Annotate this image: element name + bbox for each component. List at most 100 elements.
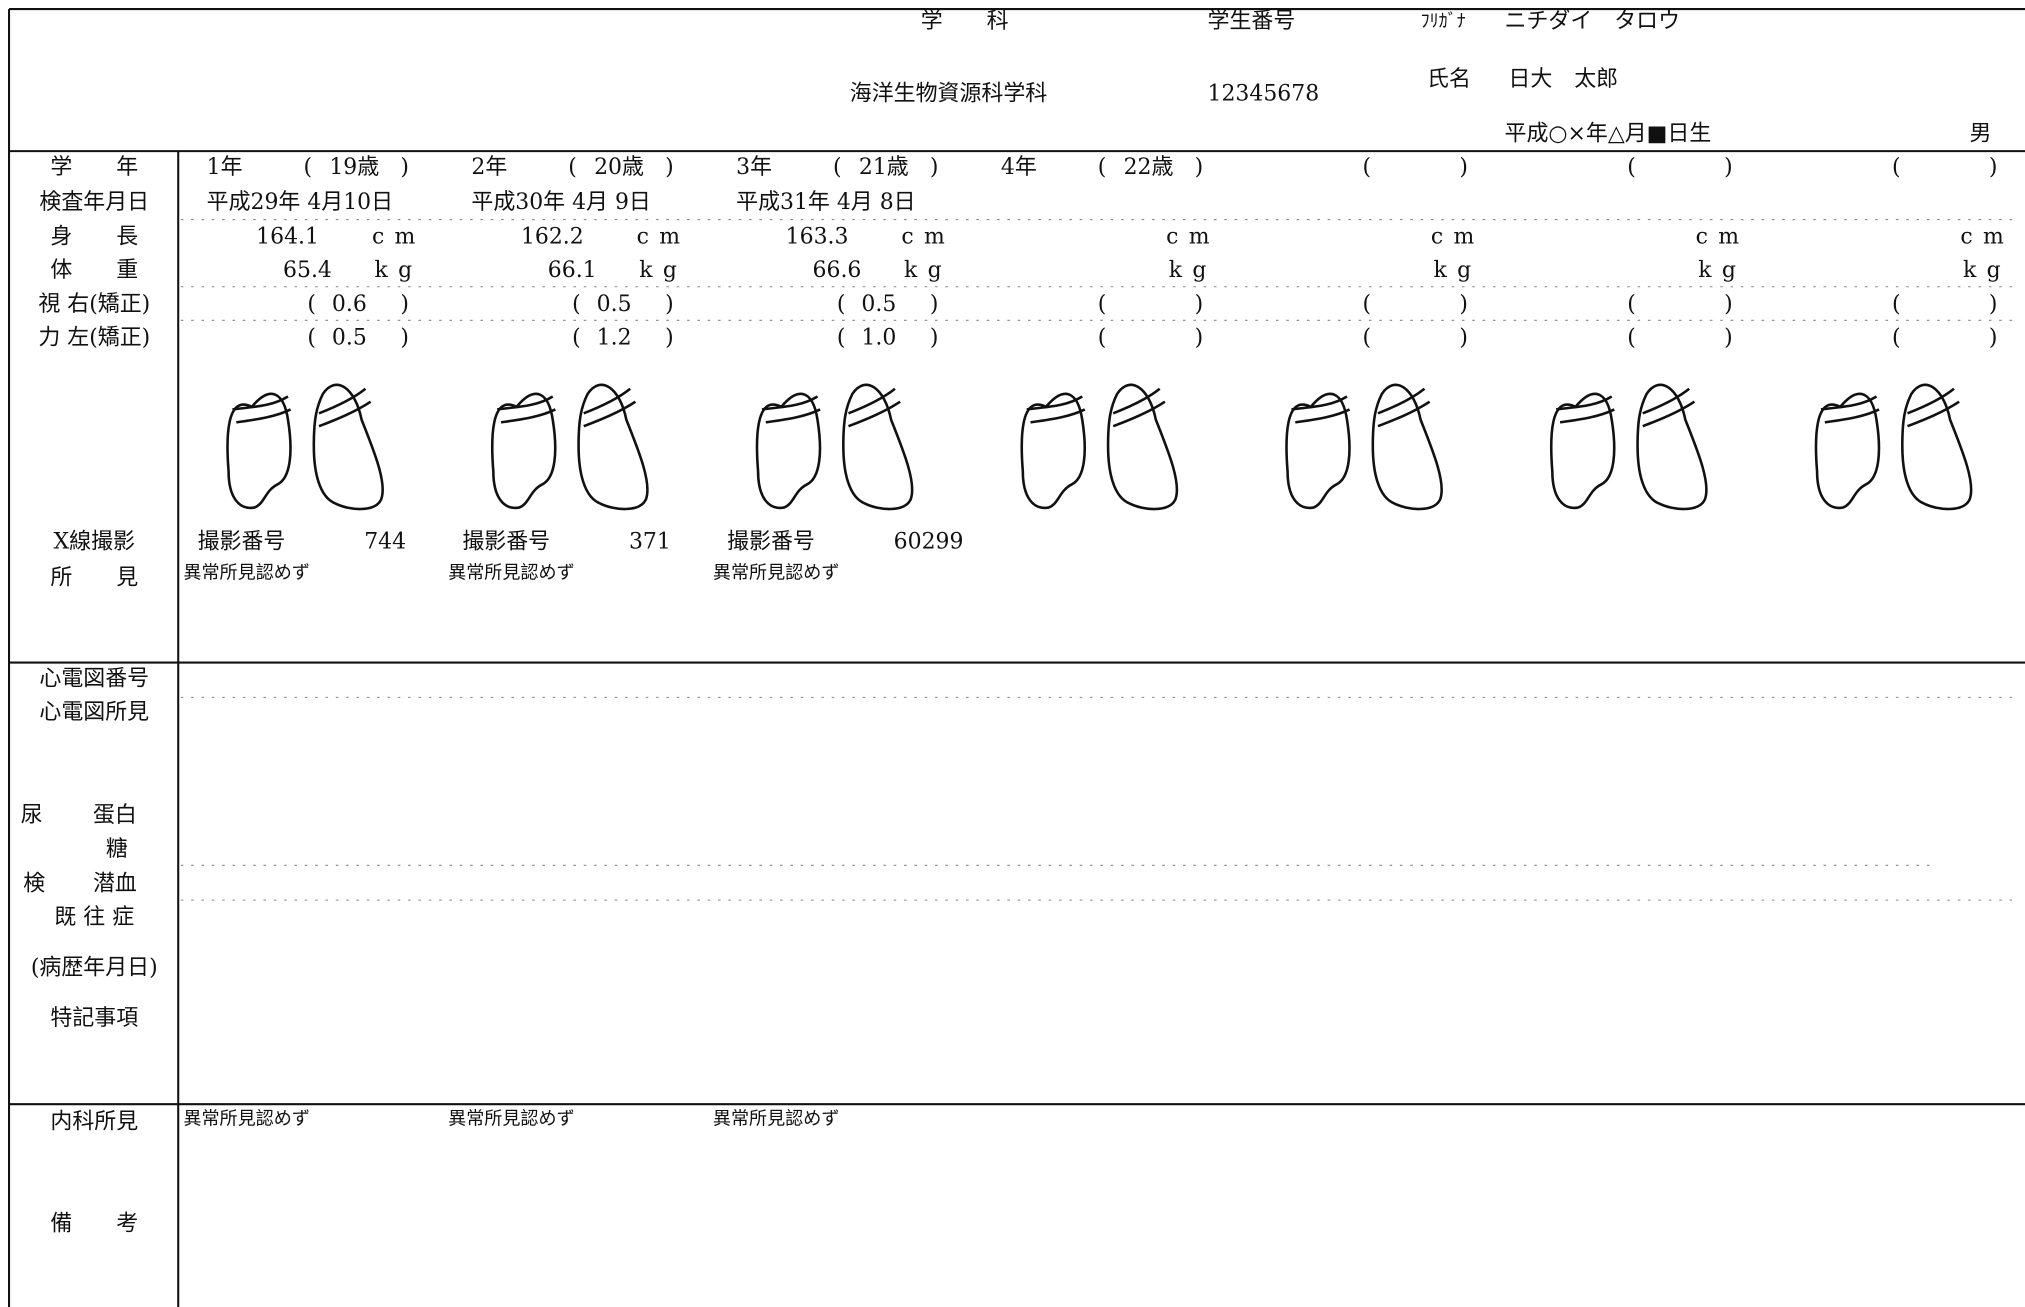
bracket: ) <box>1989 325 1998 350</box>
bracket: ) <box>1989 155 1998 180</box>
bracket: ( <box>1098 155 1107 180</box>
unit: kg <box>1434 258 1482 283</box>
year: 1年 <box>207 155 243 180</box>
bracket: ) <box>1195 155 1204 180</box>
bracket: ( <box>1362 292 1371 317</box>
unit: cm <box>1431 225 1485 250</box>
bracket: ( <box>1892 292 1901 317</box>
age: 20歳 <box>594 155 644 180</box>
medical-finding: 異常所見認めず <box>183 1109 310 1130</box>
unit: cm <box>1696 225 1750 250</box>
bracket: ( <box>568 155 577 180</box>
bracket: ( <box>837 325 846 350</box>
lung-diagram <box>1285 383 1443 511</box>
weight: 66.1 <box>548 258 597 283</box>
unit: kg <box>904 258 952 283</box>
frame <box>8 8 2025 1307</box>
unit: cm <box>1960 225 2014 250</box>
weight: 66.6 <box>813 258 862 283</box>
exam-date: 平成31年 4月 8日 <box>736 190 915 215</box>
year: 3年 <box>736 155 772 180</box>
furigana-label: ﾌﾘｶﾞﾅ <box>1421 11 1466 32</box>
unit: kg <box>375 258 423 283</box>
row-label: 視 右(矯正) <box>38 292 150 317</box>
medical-finding: 異常所見認めず <box>448 1109 575 1130</box>
student-no: 12345678 <box>1208 81 1320 106</box>
row-label: 心電図番号 <box>39 666 149 691</box>
age: 19歳 <box>329 155 379 180</box>
unit: kg <box>639 258 687 283</box>
lung-diagram <box>1020 383 1179 511</box>
vision: 1.0 <box>861 325 896 350</box>
sex: 男 <box>1969 121 1991 146</box>
xray-label: 撮影番号 <box>462 529 550 554</box>
furigana: ニチダイ タロウ <box>1505 9 1681 34</box>
row-label: 所 見 <box>50 566 138 591</box>
bracket: ( <box>1362 325 1371 350</box>
bracket: ) <box>1459 325 1468 350</box>
exam-date: 平成30年 4月 9日 <box>471 190 650 215</box>
bracket: ) <box>400 325 409 350</box>
student-no-label: 学生番号 <box>1208 9 1296 34</box>
bracket: ) <box>665 292 674 317</box>
height: 164.1 <box>256 225 319 250</box>
unit: cm <box>637 225 691 250</box>
bracket: ( <box>307 325 316 350</box>
height: 162.2 <box>521 225 584 250</box>
lung-diagram <box>226 383 384 511</box>
row-label: 蛋白 <box>93 803 137 828</box>
unit: kg <box>1698 258 1746 283</box>
birth: 平成○×年△月■日生 <box>1505 121 1712 146</box>
bracket: ) <box>1989 292 1998 317</box>
xray-finding: 異常所見認めず <box>713 562 840 583</box>
row-label: 尿 <box>21 803 43 828</box>
unit: cm <box>372 225 426 250</box>
bracket: ( <box>1362 155 1371 180</box>
bracket: ) <box>665 155 674 180</box>
height: 163.3 <box>786 225 849 250</box>
row-label: (病歴年月日) <box>31 956 158 981</box>
unit: cm <box>1166 225 1220 250</box>
xray-number: 60299 <box>894 529 964 554</box>
bracket: ) <box>1724 325 1733 350</box>
row-label: 心電図所見 <box>39 700 149 725</box>
lung-diagram <box>1814 383 1973 511</box>
age: 21歳 <box>859 155 909 180</box>
row-label: 備 考 <box>50 1211 138 1236</box>
vision: 0.5 <box>332 325 367 350</box>
bracket: ) <box>1724 292 1733 317</box>
dept-label: 学 科 <box>921 9 1009 34</box>
year: 4年 <box>1001 155 1037 180</box>
row-label: 潜血 <box>93 872 137 897</box>
bracket: ( <box>1627 292 1636 317</box>
row-label: 力 左(矯正) <box>38 325 150 350</box>
bracket: ) <box>930 292 939 317</box>
name-label: 氏名 <box>1427 67 1471 92</box>
bracket: ( <box>1098 325 1107 350</box>
unit: cm <box>901 225 955 250</box>
bracket: ( <box>1627 325 1636 350</box>
bracket: ) <box>400 292 409 317</box>
medical-finding: 異常所見認めず <box>713 1109 840 1130</box>
bracket: ( <box>1627 155 1636 180</box>
lung-diagram <box>490 383 649 511</box>
unit: kg <box>1169 258 1217 283</box>
bracket: ) <box>665 325 674 350</box>
row-label: 糖 <box>106 837 128 862</box>
row-label: 検 <box>23 872 45 897</box>
row-label: 特記事項 <box>50 1006 138 1031</box>
vision: 0.5 <box>597 292 632 317</box>
lung-diagram <box>755 383 914 511</box>
xray-label: 撮影番号 <box>727 529 815 554</box>
bracket: ( <box>1892 155 1901 180</box>
xray-finding: 異常所見認めず <box>448 562 575 583</box>
row-label: 身 長 <box>50 225 138 250</box>
xray-number: 371 <box>629 529 671 554</box>
vision: 0.6 <box>332 292 367 317</box>
xray-finding: 異常所見認めず <box>183 562 310 583</box>
bracket: ( <box>307 292 316 317</box>
row-label: X線撮影 <box>54 529 135 554</box>
weight: 65.4 <box>283 258 332 283</box>
